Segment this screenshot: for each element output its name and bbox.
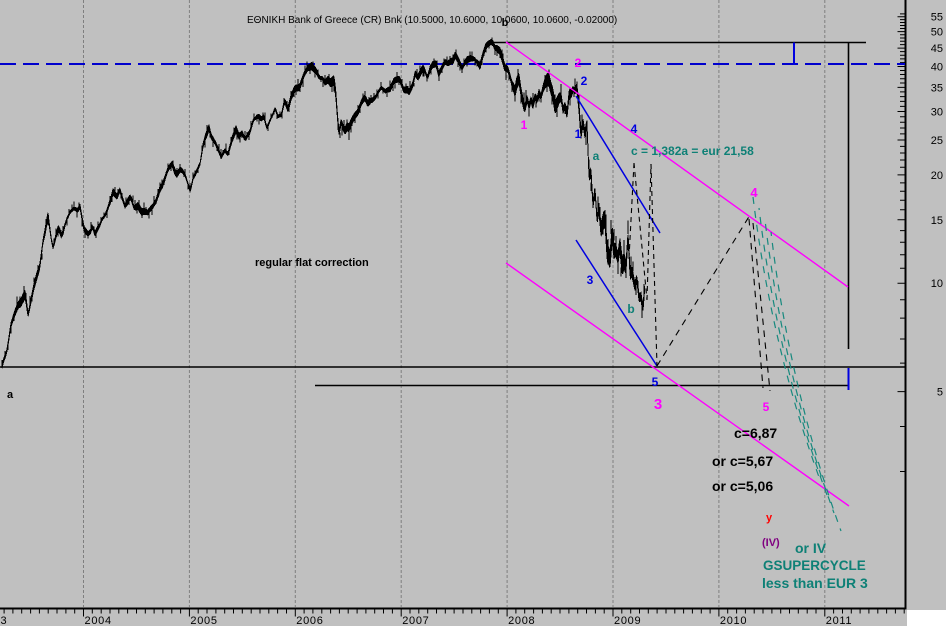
- svg-text:5: 5: [652, 375, 659, 389]
- svg-text:2006: 2006: [296, 615, 323, 626]
- svg-text:y: y: [766, 512, 773, 524]
- svg-text:5: 5: [763, 400, 770, 414]
- svg-text:2010: 2010: [720, 615, 747, 626]
- svg-text:15: 15: [931, 215, 943, 227]
- svg-text:35: 35: [931, 82, 943, 94]
- svg-text:2: 2: [575, 56, 582, 70]
- svg-text:b: b: [627, 302, 634, 316]
- svg-text:3: 3: [654, 396, 662, 413]
- svg-text:2005: 2005: [190, 615, 217, 626]
- svg-text:2009: 2009: [614, 615, 641, 626]
- svg-text:2007: 2007: [402, 615, 429, 626]
- svg-text:c = 1,382a = eur 21,58: c = 1,382a = eur 21,58: [631, 144, 754, 158]
- svg-text:1: 1: [575, 127, 582, 141]
- svg-text:1: 1: [521, 118, 528, 132]
- svg-text:2: 2: [581, 74, 588, 88]
- svg-text:5: 5: [937, 387, 943, 399]
- svg-text:3: 3: [587, 273, 594, 287]
- svg-text:40: 40: [931, 62, 943, 74]
- svg-text:or c=5,06: or c=5,06: [712, 478, 773, 494]
- svg-text:3: 3: [1, 615, 8, 626]
- svg-text:c=6,87: c=6,87: [734, 425, 777, 441]
- svg-text:GSUPERCYCLE: GSUPERCYCLE: [763, 558, 866, 573]
- svg-text:20: 20: [931, 170, 943, 182]
- svg-text:regular flat correction: regular flat correction: [255, 257, 369, 269]
- svg-text:4: 4: [750, 185, 758, 200]
- svg-text:a: a: [7, 389, 14, 401]
- svg-text:b: b: [502, 17, 509, 29]
- svg-text:less than EUR 3: less than EUR 3: [762, 575, 868, 591]
- svg-text:45: 45: [931, 43, 943, 55]
- svg-text:2011: 2011: [826, 615, 852, 626]
- svg-text:or c=5,67: or c=5,67: [712, 453, 773, 469]
- svg-text:or IV: or IV: [795, 540, 827, 556]
- svg-text:30: 30: [931, 107, 943, 119]
- svg-text:a: a: [593, 149, 600, 163]
- svg-text:(IV): (IV): [762, 537, 780, 549]
- svg-text:10: 10: [931, 278, 943, 290]
- svg-text:2008: 2008: [508, 615, 535, 626]
- svg-text:EΘNIKH Bank of Greece (CR) Bnk: EΘNIKH Bank of Greece (CR) Bnk (10.5000,…: [247, 15, 617, 26]
- svg-text:55: 55: [931, 12, 943, 24]
- svg-text:4: 4: [631, 122, 638, 136]
- svg-text:2004: 2004: [85, 615, 112, 626]
- svg-text:50: 50: [931, 27, 943, 39]
- svg-text:25: 25: [931, 135, 943, 147]
